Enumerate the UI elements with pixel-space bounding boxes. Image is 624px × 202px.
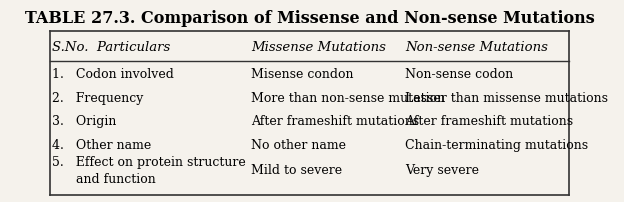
Text: Lesser than missense mutations: Lesser than missense mutations <box>405 91 608 104</box>
Text: 5.   Effect on protein structure
      and function: 5. Effect on protein structure and funct… <box>52 155 246 185</box>
Text: Mild to severe: Mild to severe <box>251 164 342 177</box>
Text: 2.   Frequency: 2. Frequency <box>52 91 144 104</box>
Text: After frameshift mutations: After frameshift mutations <box>251 115 419 128</box>
Text: After frameshift mutations: After frameshift mutations <box>405 115 573 128</box>
Text: Chain-terminating mutations: Chain-terminating mutations <box>405 139 588 152</box>
Text: No other name: No other name <box>251 139 346 152</box>
Text: S.No.  Particulars: S.No. Particulars <box>52 41 170 54</box>
Text: Very severe: Very severe <box>405 164 479 177</box>
Text: TABLE 27.3. Comparison of Missense and Non-sense Mutations: TABLE 27.3. Comparison of Missense and N… <box>24 10 594 27</box>
Text: Misense condon: Misense condon <box>251 67 354 80</box>
Text: Non-sense Mutations: Non-sense Mutations <box>405 41 548 54</box>
Text: More than non-sense mutation: More than non-sense mutation <box>251 91 446 104</box>
Text: 4.   Other name: 4. Other name <box>52 139 152 152</box>
Text: 3.   Origin: 3. Origin <box>52 115 117 128</box>
Text: Non-sense codon: Non-sense codon <box>405 67 513 80</box>
Text: 1.   Codon involved: 1. Codon involved <box>52 67 174 80</box>
Text: Missense Mutations: Missense Mutations <box>251 41 386 54</box>
